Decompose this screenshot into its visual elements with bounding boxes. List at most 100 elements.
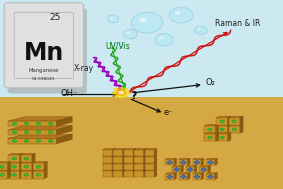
Polygon shape [21,153,35,155]
Polygon shape [113,171,123,177]
Polygon shape [103,170,115,171]
Circle shape [208,136,212,139]
Polygon shape [216,116,231,118]
Circle shape [155,34,173,46]
Bar [0,97,283,189]
Polygon shape [32,161,35,170]
Polygon shape [194,160,200,164]
Circle shape [208,128,212,131]
Polygon shape [154,163,157,170]
Polygon shape [20,170,23,179]
Circle shape [116,89,126,96]
Polygon shape [206,174,215,180]
Polygon shape [174,173,177,180]
Polygon shape [216,118,228,125]
Polygon shape [20,161,23,170]
Polygon shape [124,164,133,170]
Polygon shape [174,158,177,165]
Circle shape [169,7,193,23]
Polygon shape [228,124,231,133]
Polygon shape [113,157,123,163]
Polygon shape [21,170,35,171]
Polygon shape [144,163,146,170]
Polygon shape [8,161,11,170]
Circle shape [195,26,207,34]
Polygon shape [172,166,183,167]
Circle shape [24,173,29,176]
Polygon shape [193,174,201,180]
Polygon shape [124,170,136,171]
Polygon shape [206,158,217,160]
Polygon shape [33,170,47,171]
Polygon shape [21,171,32,179]
Circle shape [36,139,41,143]
Polygon shape [215,173,217,180]
Polygon shape [204,126,216,133]
Polygon shape [173,167,180,172]
Circle shape [48,122,53,125]
Polygon shape [145,170,157,171]
FancyBboxPatch shape [4,3,83,88]
Polygon shape [166,160,174,165]
Text: OH⁻: OH⁻ [61,89,78,98]
Circle shape [0,165,4,168]
Polygon shape [179,158,190,160]
Polygon shape [57,117,72,126]
Polygon shape [134,157,144,163]
Circle shape [160,37,164,39]
Polygon shape [179,173,190,174]
Polygon shape [154,149,157,156]
Text: ?: ? [130,91,136,101]
Polygon shape [179,160,188,165]
Polygon shape [180,175,186,179]
Polygon shape [145,164,154,170]
Circle shape [12,165,16,168]
Polygon shape [133,149,136,156]
Polygon shape [44,161,47,170]
Polygon shape [112,156,115,163]
Circle shape [48,131,53,134]
Circle shape [0,173,4,176]
Polygon shape [0,161,11,163]
Bar [0,0,283,97]
Polygon shape [216,132,231,134]
Circle shape [36,173,41,176]
Circle shape [220,120,224,123]
Polygon shape [103,157,112,163]
Polygon shape [229,118,240,125]
Polygon shape [123,163,125,170]
Circle shape [24,139,29,143]
Polygon shape [240,124,243,133]
Polygon shape [193,160,201,165]
Polygon shape [33,171,44,179]
Circle shape [118,91,124,94]
Text: Manganese: Manganese [29,68,59,73]
Polygon shape [103,156,115,157]
Polygon shape [134,163,146,164]
Text: 54.938045: 54.938045 [32,77,56,81]
Polygon shape [133,156,136,163]
Circle shape [12,157,16,160]
FancyBboxPatch shape [8,9,87,94]
Polygon shape [133,170,136,177]
Text: e⁻: e⁻ [164,108,173,117]
Polygon shape [8,121,57,126]
Polygon shape [134,164,144,170]
Polygon shape [123,156,125,163]
Polygon shape [194,166,197,172]
Polygon shape [103,149,115,150]
Polygon shape [8,130,57,135]
Polygon shape [112,149,115,156]
Polygon shape [124,157,133,163]
Polygon shape [133,163,136,170]
Polygon shape [32,153,35,162]
Polygon shape [8,138,57,144]
Polygon shape [8,125,72,130]
Polygon shape [113,156,125,157]
Circle shape [220,136,224,139]
Polygon shape [8,161,23,163]
Polygon shape [228,132,231,141]
Polygon shape [154,170,157,177]
Polygon shape [0,170,11,171]
Polygon shape [8,170,11,179]
